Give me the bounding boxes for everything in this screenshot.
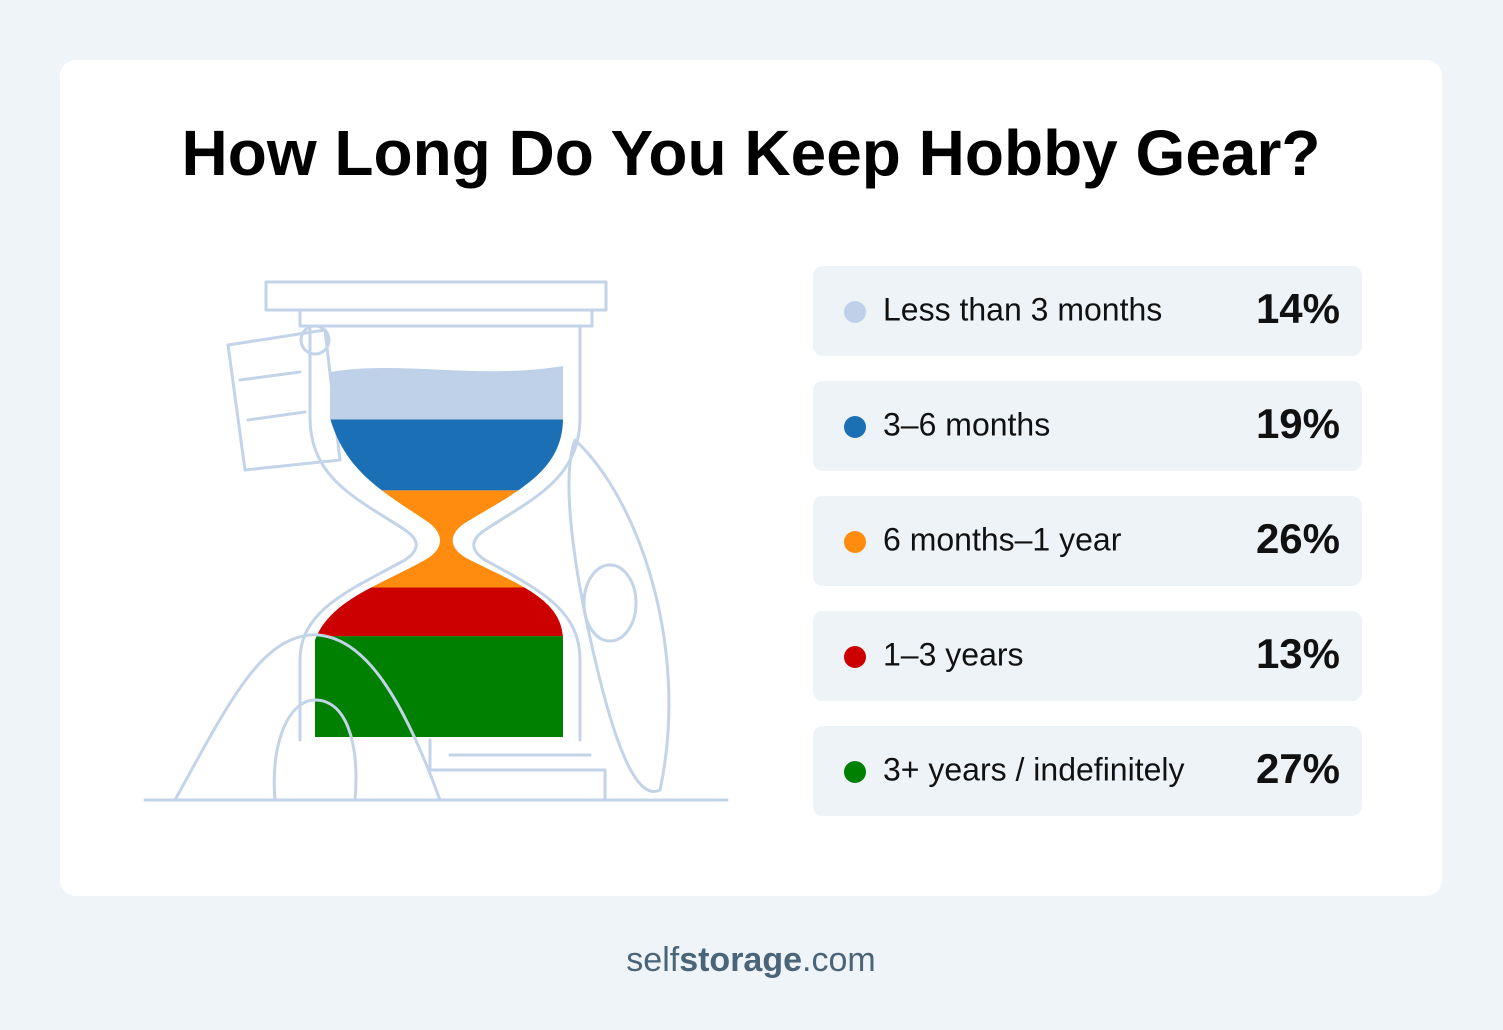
legend-label: 1–3 years: [883, 636, 1024, 672]
legend-row-bg: [813, 381, 1362, 471]
legend: Less than 3 months 14% 3–6 months 19% 6 mont…: [813, 266, 1362, 816]
legend-row: Less than 3 months 14%: [813, 266, 1362, 356]
tent: [143, 633, 729, 802]
legend-row: 3–6 months 19%: [813, 381, 1362, 471]
legend-swatch: [844, 416, 866, 438]
legend-row-bg: [813, 611, 1362, 701]
fill-segment: [315, 366, 563, 420]
value-label: 14%: [1256, 285, 1340, 332]
backpack: [226, 328, 342, 472]
legend-label: 3+ years / indefinitely: [883, 751, 1185, 787]
footer-part: storage: [679, 941, 802, 979]
legend-swatch: [844, 531, 866, 553]
footer-brand: selfstorage.com: [626, 941, 875, 979]
surfboard-fin: [582, 563, 638, 643]
value-label: 19%: [1256, 400, 1340, 447]
legend-row-bg: [813, 266, 1362, 356]
footer-part: self: [626, 941, 679, 979]
legend-row: 1–3 years 13%: [813, 611, 1362, 701]
value-label: 27%: [1256, 745, 1340, 792]
legend-row-bg: [813, 496, 1362, 586]
legend-label: 6 months–1 year: [883, 521, 1122, 557]
tent-door: [272, 698, 358, 802]
legend-row-bg: [813, 726, 1362, 816]
backpack-knob: [299, 324, 331, 356]
legend-row: 6 months–1 year 26%: [813, 496, 1362, 586]
hourglass-cap: [298, 308, 594, 328]
legend-row: 3+ years / indefinitely 27%: [813, 726, 1362, 816]
chart-title: How Long Do You Keep Hobby Gear?: [182, 117, 1321, 189]
value-label: 26%: [1256, 515, 1340, 562]
hourglass-base: [428, 738, 607, 802]
legend-swatch: [844, 646, 866, 668]
hourglass-frame: [298, 324, 582, 742]
legend-label: 3–6 months: [883, 406, 1050, 442]
value-label: 13%: [1256, 630, 1340, 677]
legend-swatch: [844, 761, 866, 783]
surfboard: [567, 438, 671, 793]
fill-segment: [315, 636, 563, 737]
legend-swatch: [844, 301, 866, 323]
tent-body: [173, 633, 442, 802]
illustration: [226, 280, 671, 802]
footer-part: .com: [802, 941, 876, 979]
legend-label: Less than 3 months: [883, 291, 1162, 327]
